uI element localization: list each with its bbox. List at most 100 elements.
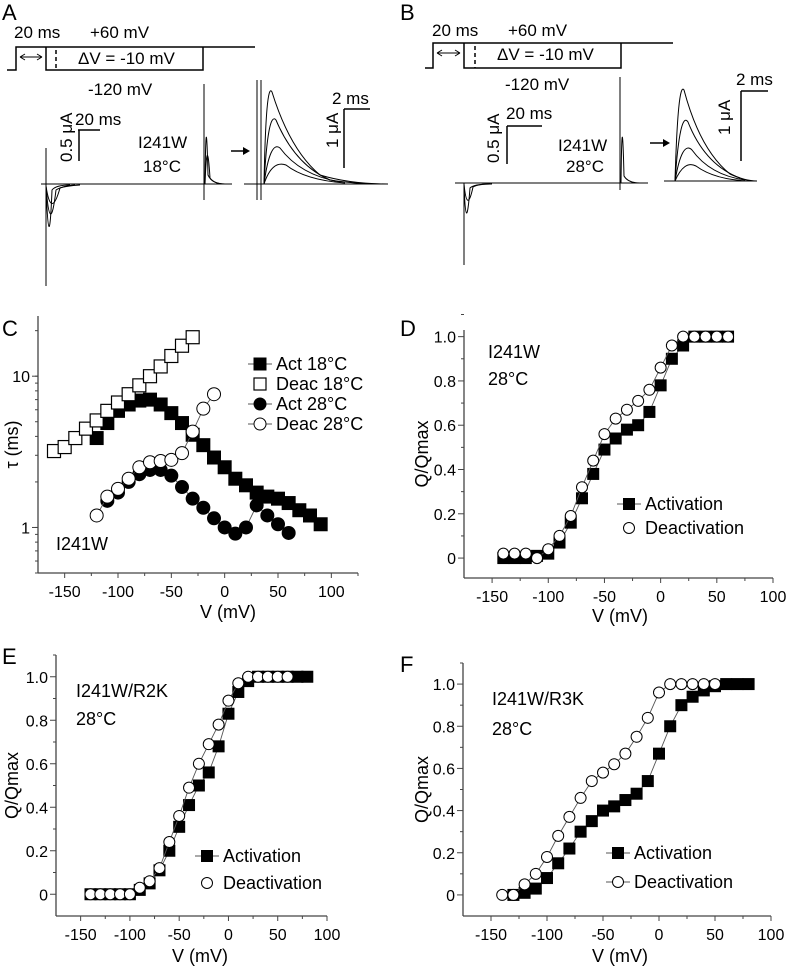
x-tick-label: -150 <box>475 927 507 944</box>
data-point <box>742 678 755 691</box>
scalebar-time-a: 20 ms <box>75 110 121 129</box>
x-axis-label: V (mV) <box>200 602 256 622</box>
data-point <box>587 454 600 467</box>
data-point <box>531 552 544 565</box>
chart-annotation: 28°C <box>492 719 532 739</box>
data-point <box>175 480 189 495</box>
data-point <box>94 888 107 901</box>
panel-letter-b: B <box>400 0 415 25</box>
x-tick-label: -50 <box>160 584 183 601</box>
data-point <box>709 678 721 691</box>
data-point <box>643 383 656 396</box>
data-point <box>630 730 643 743</box>
data-point <box>133 881 146 894</box>
data-point <box>89 413 104 428</box>
data-point <box>552 857 565 870</box>
y-tick-label: 0 <box>446 888 455 905</box>
data-point <box>608 758 621 771</box>
legend-marker <box>253 417 267 431</box>
data-point <box>541 872 553 885</box>
data-point <box>164 468 179 483</box>
x-tick-label: -100 <box>532 589 564 606</box>
series-deactivation <box>496 678 721 901</box>
legend-marker <box>253 357 267 371</box>
legend-marker <box>201 877 213 889</box>
data-point <box>518 878 531 891</box>
data-point <box>632 394 645 407</box>
data-point <box>153 359 168 374</box>
data-point <box>619 747 632 760</box>
legend-marker <box>623 522 635 534</box>
legend-marker <box>612 847 624 859</box>
data-point <box>620 423 633 436</box>
data-point <box>261 670 274 683</box>
temperature-label-a: 18°C <box>143 157 181 176</box>
data-point <box>529 882 542 895</box>
data-point <box>185 491 200 506</box>
step-label-b: ΔV = -10 mV <box>497 45 595 64</box>
data-point <box>196 500 211 515</box>
y-tick-label: 0.2 <box>26 844 48 861</box>
data-point <box>217 460 232 475</box>
x-tick-label: 50 <box>706 927 724 944</box>
construct-label-a: I241W <box>138 133 187 152</box>
panel-letter-c: C <box>2 316 18 341</box>
chart-annotation: 28°C <box>76 709 116 729</box>
data-point <box>164 348 179 364</box>
prepulse-duration-b: 20 ms <box>432 21 478 40</box>
data-point <box>620 403 633 416</box>
y-tick-label: 0.8 <box>433 719 455 736</box>
y-tick-label: 0.4 <box>433 804 455 821</box>
data-point <box>641 711 654 724</box>
construct-label-b: I241W <box>558 136 607 155</box>
x-tick-label: -50 <box>593 589 616 606</box>
data-point <box>123 888 136 901</box>
data-point <box>575 481 588 494</box>
data-point <box>89 431 104 446</box>
data-point <box>542 543 555 556</box>
chart-annotation: I241W/R3K <box>492 689 584 709</box>
y-tick-label: 10 <box>12 369 30 386</box>
hold-high-a: +60 mV <box>90 23 150 42</box>
x-axis-label: V (mV) <box>172 946 228 966</box>
data-point <box>202 766 215 779</box>
x-tick-label: 50 <box>269 584 287 601</box>
data-point <box>207 450 221 465</box>
series-deac-18-c <box>46 330 200 459</box>
data-point <box>597 804 609 817</box>
legend: Activation Deactivation <box>617 494 744 538</box>
x-tick-label: -100 <box>102 584 134 601</box>
data-point <box>632 419 645 432</box>
data-point <box>496 888 509 901</box>
data-point <box>731 678 744 691</box>
data-point <box>585 775 598 788</box>
data-point <box>281 670 294 683</box>
data-point <box>722 330 735 343</box>
data-point <box>313 517 328 532</box>
data-point <box>303 508 317 523</box>
y-tick-label: 1.0 <box>434 330 456 347</box>
data-point <box>271 670 284 683</box>
data-point <box>84 888 97 901</box>
scalebar-main-b <box>506 125 542 164</box>
data-point <box>174 338 190 353</box>
data-point <box>100 403 115 418</box>
data-point <box>217 520 232 535</box>
x-tick-label: 100 <box>760 589 787 606</box>
x-tick-label: -150 <box>49 584 81 601</box>
data-point <box>710 330 723 343</box>
legend-marker <box>253 377 267 391</box>
x-tick-label: -50 <box>591 927 614 944</box>
chart-panel-f: F -150 -100 -50 0 50 100 0 0.2 0.4 0.6 0.8 1.0 V (mV)… <box>400 652 784 966</box>
data-point <box>142 369 158 384</box>
scalebar-inset-a <box>343 108 370 168</box>
data-point <box>688 330 701 343</box>
prepulse-duration-a: 20 ms <box>14 23 60 42</box>
legend-label: Deactivation <box>645 518 744 538</box>
scalebar-main-a <box>78 129 100 161</box>
data-point <box>239 478 253 493</box>
data-point <box>665 339 678 352</box>
data-point <box>281 525 296 540</box>
data-point <box>519 547 532 560</box>
